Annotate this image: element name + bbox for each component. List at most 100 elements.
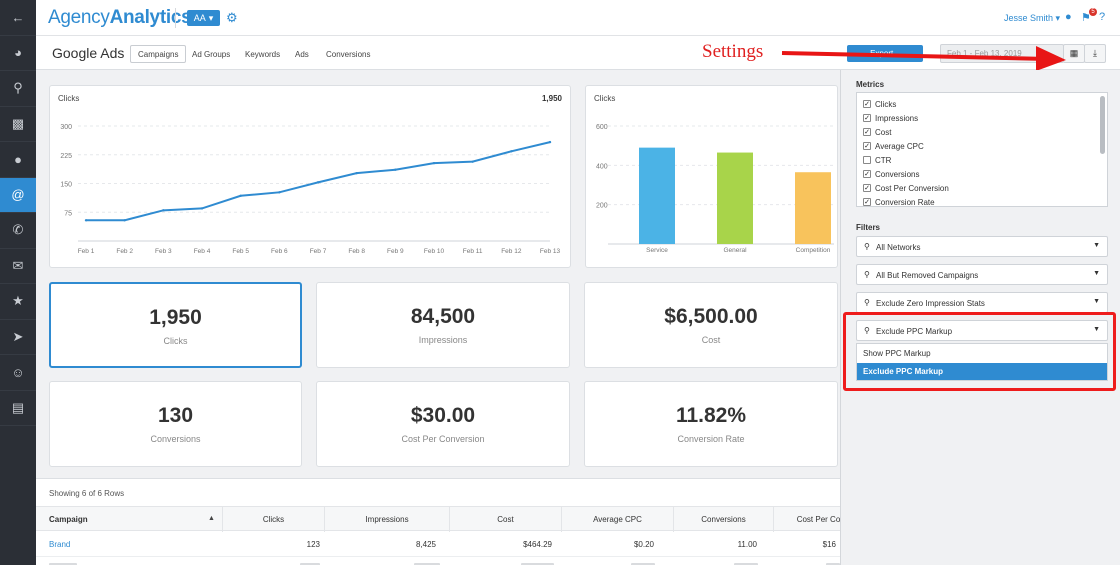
metric-option[interactable]: ✓ Conversion Rate [863, 197, 935, 207]
user-icon[interactable]: ☺ [0, 355, 36, 391]
table-cell: 8,425 [415, 539, 436, 549]
checkbox-checked[interactable]: ✓ [863, 128, 871, 136]
x-tick-label: Feb 13 [540, 248, 561, 255]
chat-icon[interactable]: ● [0, 142, 36, 178]
campaigns-icon[interactable]: @ [0, 177, 36, 213]
checkbox-checked[interactable]: ✓ [863, 114, 871, 122]
filter-networks-select[interactable]: ⚲ All Networks ▼ [856, 236, 1108, 257]
stat-card-conversion-rate[interactable]: 11.82% Conversion Rate [584, 381, 838, 467]
cut-off-text [826, 563, 840, 565]
checkbox-checked[interactable]: ✓ [863, 170, 871, 178]
chat-icon[interactable]: ● [1065, 11, 1072, 23]
cut-off-text [521, 563, 554, 565]
column-header-campaign[interactable]: Campaign [49, 515, 88, 524]
checkbox-checked[interactable]: ✓ [863, 100, 871, 108]
send-icon[interactable]: ➤ [0, 320, 36, 355]
filter-campaign-status-select[interactable]: ⚲ All But Removed Campaigns ▼ [856, 264, 1108, 285]
stat-label: Conversion Rate [677, 434, 745, 444]
cut-off-text [734, 563, 758, 565]
bell-icon[interactable]: ⚑ [1081, 12, 1091, 24]
column-header-cost-per-conversion[interactable]: Cost Per Co [773, 507, 863, 532]
account-switcher-button[interactable]: AA ▾ [187, 10, 220, 26]
settings-icon: ▦ [1069, 48, 1079, 58]
help-icon[interactable]: ? [1099, 11, 1106, 23]
column-header-cost[interactable]: Cost [449, 507, 561, 532]
filter-impressions-select[interactable]: ⚲ Exclude Zero Impression Stats ▼ [856, 292, 1108, 313]
x-tick-label: Feb 12 [501, 248, 522, 255]
dropdown-option-show-ppc-markup[interactable]: Show PPC Markup [863, 349, 931, 358]
metric-option[interactable]: ✓ Impressions [863, 113, 919, 123]
reports-icon[interactable]: ▩ [0, 107, 36, 142]
back-arrow-icon[interactable]: ← [0, 0, 36, 36]
tab-keywords[interactable]: Keywords [245, 49, 281, 59]
star-icon[interactable]: ★ [0, 284, 36, 320]
stat-label: Cost [701, 335, 721, 345]
chevron-down-icon: ▾ [208, 12, 214, 23]
column-header-clicks[interactable]: Clicks [222, 507, 324, 532]
sidebar: ← ◕ ⚲ ▩ ● @ ✆ ✉ ★ ➤ ☺ ▤ [0, 0, 36, 565]
metrics-list[interactable]: ✓ Clicks ✓ Impressions ✓ Cost ✓ Average CPC … [856, 92, 1108, 207]
campaign-link[interactable]: Brand [49, 539, 71, 549]
phone-icon[interactable]: ✆ [0, 213, 36, 249]
stat-card-impressions[interactable]: 84,500 Impressions [316, 282, 570, 368]
metric-option[interactable]: ✓ Average CPC [863, 141, 924, 151]
stat-card-cost-per-conversion[interactable]: $30.00 Cost Per Conversion [316, 381, 570, 467]
gear-icon[interactable]: ⚙ [226, 10, 238, 25]
dashboard-icon[interactable]: ◕ [0, 36, 36, 71]
checkbox-checked[interactable]: ✓ [863, 198, 871, 206]
app-logo[interactable]: AgencyAnalytics [48, 7, 192, 28]
tab-conversions[interactable]: Conversions [326, 49, 371, 59]
metric-option[interactable]: ✓ Conversions [863, 169, 920, 179]
table-row-partial [36, 558, 840, 565]
sort-up-icon[interactable]: ▲ [208, 515, 215, 522]
user-menu[interactable]: Jesse Smith ▾ [1004, 13, 1061, 23]
y-tick-label: 300 [60, 124, 72, 131]
y-tick-label: 400 [596, 163, 608, 170]
metric-option[interactable]: ✓ Cost [863, 127, 892, 137]
filter-ppc-markup-select[interactable]: ⚲ Exclude PPC Markup ▼ [856, 320, 1108, 341]
metric-option[interactable]: ✓ Cost Per Conversion [863, 183, 949, 193]
data-point [394, 168, 397, 171]
y-tick-label: 600 [596, 124, 608, 131]
data-point [162, 209, 165, 212]
x-tick-label: Competition [796, 247, 831, 254]
checkbox-unchecked[interactable] [863, 156, 871, 164]
column-header-average-cpc[interactable]: Average CPC [561, 507, 673, 532]
metrics-scrollbar[interactable] [1100, 96, 1105, 154]
stat-card-conversions[interactable]: 130 Conversions [49, 381, 302, 467]
data-point [432, 161, 436, 165]
settings-panel: Metrics ✓ Clicks ✓ Impressions ✓ Cost ✓ Aver… [840, 70, 1120, 565]
table-cell: $0.20 [633, 539, 654, 549]
column-header-impressions[interactable]: Impressions [324, 507, 449, 532]
search-icon[interactable]: ⚲ [0, 71, 36, 107]
y-tick-label: 225 [60, 153, 72, 160]
tab-campaigns[interactable]: Campaigns [130, 45, 187, 63]
download-button[interactable]: ⤓ [1084, 44, 1106, 63]
x-tick-label: Feb 9 [387, 248, 404, 255]
clipboard-icon[interactable]: ▤ [0, 391, 36, 426]
table-cell: $464.29 [523, 539, 552, 549]
metric-option[interactable]: ✓ Clicks [863, 99, 897, 109]
tab-ads[interactable]: Ads [295, 49, 309, 59]
clicks-line-chart-card: Clicks 1,950 300 225 150 75 Feb 1 Feb 2 Feb 3 F… [49, 85, 571, 268]
filters-heading: Filters [856, 223, 881, 232]
column-header-conversions[interactable]: Conversions [673, 507, 773, 532]
annotation-highlight-box [843, 312, 1116, 391]
x-tick-label: Feb 2 [116, 248, 133, 255]
data-point [510, 150, 513, 153]
tab-ad-groups[interactable]: Ad Groups [192, 49, 231, 59]
search-icon: ⚲ [864, 242, 870, 251]
mail-icon[interactable]: ✉ [0, 249, 36, 284]
table-row: Brand 123 8,425 $464.29 $0.20 11.00 $16 [36, 531, 840, 557]
stat-card-cost[interactable]: $6,500.00 Cost [584, 282, 838, 368]
stat-value: 11.82% [675, 404, 747, 427]
dropdown-option-exclude-ppc-markup[interactable]: Exclude PPC Markup [857, 363, 1107, 380]
clicks-bar-chart-card: Clicks 600 400 200 Service General Competitio… [585, 85, 838, 268]
checkbox-checked[interactable]: ✓ [863, 142, 871, 150]
stat-card-clicks[interactable]: 1,950 Clicks [49, 282, 302, 368]
checkbox-checked[interactable]: ✓ [863, 184, 871, 192]
x-tick-label: General [723, 247, 747, 254]
stat-value: 84,500 [410, 305, 476, 328]
metric-option[interactable]: CTR [863, 153, 891, 167]
bar-service [639, 147, 675, 244]
